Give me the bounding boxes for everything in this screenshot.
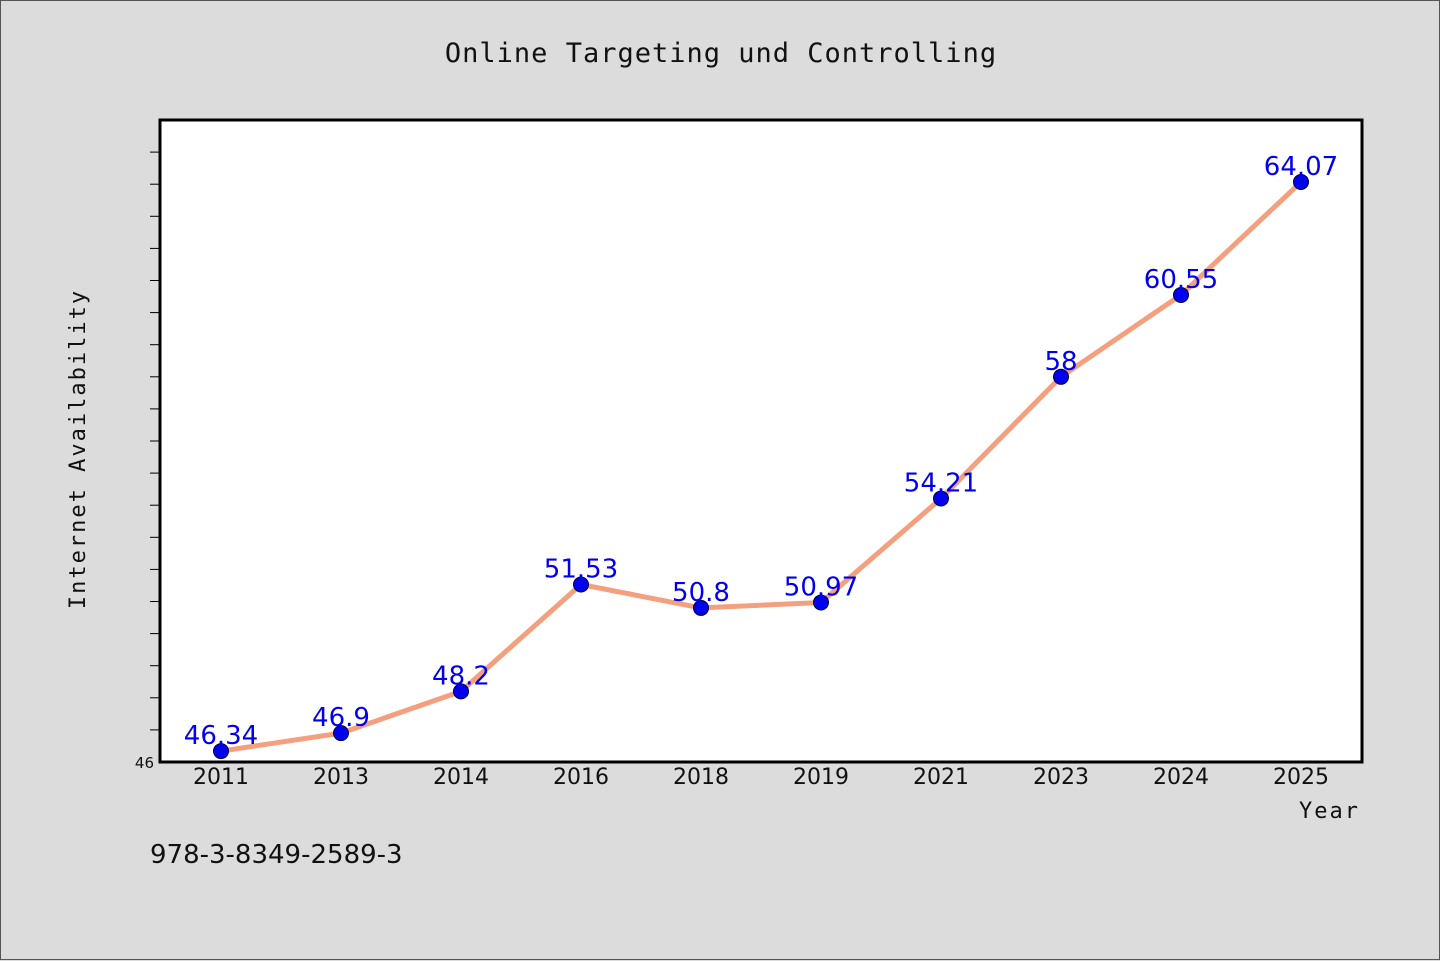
y-tick-label-min: 46 (135, 754, 154, 772)
plot-area (158, 118, 1364, 764)
data-point (813, 594, 829, 611)
x-tick-label: 2023 (1033, 765, 1089, 790)
data-point (1053, 368, 1069, 385)
x-tick-label: 2011 (193, 765, 249, 790)
data-point (933, 490, 949, 507)
series-line (218, 179, 1304, 754)
data-point (573, 576, 589, 593)
data-point (1173, 286, 1189, 303)
x-tick-label: 2016 (553, 765, 609, 790)
data-point (333, 725, 349, 742)
data-label: 48.2 (432, 661, 490, 691)
data-point (453, 683, 469, 700)
data-label: 54.21 (904, 468, 978, 498)
data-point (213, 743, 229, 760)
data-label: 58 (1044, 347, 1077, 377)
data-label: 50.97 (784, 572, 858, 602)
data-label: 64.07 (1264, 152, 1338, 182)
series-layer: 46.34 46.9 48.2 51.53 50.8 50.97 54.21 58 60.55 6… (184, 152, 1338, 760)
x-tick-label: 2013 (313, 765, 369, 790)
x-tick-label: 2021 (913, 765, 969, 790)
data-label: 51.53 (544, 554, 618, 584)
chart-title: Online Targeting und Controlling (445, 38, 997, 69)
data-label: 46.9 (312, 703, 370, 733)
x-axis-tick-labels: 2011 2013 2014 2016 2018 2019 2021 2023 2024 2025 (193, 765, 1329, 790)
data-point (1293, 173, 1309, 190)
y-axis-ticks (150, 151, 159, 731)
y-axis-label: Internet Availability (66, 289, 91, 609)
x-tick-label: 2014 (433, 765, 489, 790)
x-tick-label: 2024 (1153, 765, 1209, 790)
data-label: 50.8 (672, 578, 730, 608)
x-tick-label: 2025 (1273, 765, 1329, 790)
isbn-text: 978-3-8349-2589-3 (150, 840, 403, 870)
x-tick-label: 2018 (673, 765, 729, 790)
data-label: 46.34 (184, 721, 258, 751)
x-tick-label: 2019 (793, 765, 849, 790)
x-axis-label: Year (1299, 799, 1360, 824)
data-label: 60.55 (1144, 265, 1218, 295)
data-point (693, 599, 709, 616)
